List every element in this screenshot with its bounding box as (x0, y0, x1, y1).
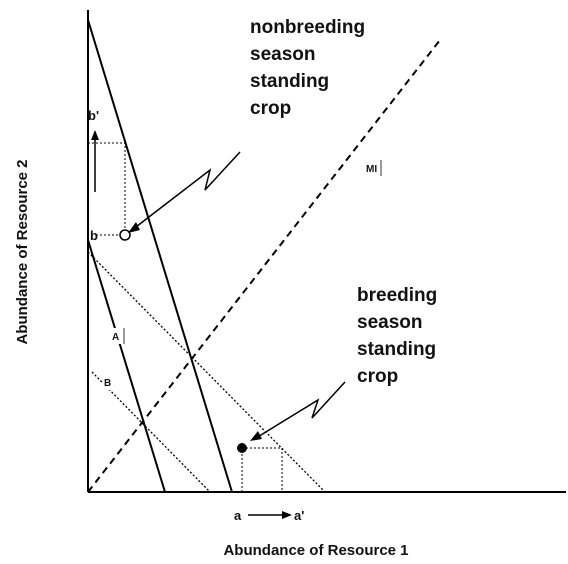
dotted-line-b (91, 371, 211, 493)
arrow (255, 381, 346, 439)
isocline-solid (87, 19, 233, 493)
annotation-line: nonbreeding (250, 17, 365, 38)
annotation-line: breeding (357, 285, 437, 306)
arrowhead (91, 130, 99, 140)
annotation-line: crop (250, 98, 291, 119)
a-prime-marker: a' (294, 508, 304, 523)
mi-label: MI (366, 164, 377, 175)
annotation-line: season (250, 44, 315, 65)
b-marker: b (90, 228, 98, 243)
dotted-box (88, 142, 126, 230)
label-bg (364, 160, 382, 176)
x-axis-label: Abundance of Resource 1 (223, 542, 408, 559)
isocline-a (87, 239, 166, 493)
b-prime-marker: b' (88, 108, 99, 123)
arrowhead (282, 511, 292, 519)
arrow (131, 151, 241, 231)
b-label: B (104, 378, 111, 389)
annotation-line: season (357, 312, 422, 333)
filled-point (237, 443, 247, 453)
dotted-line (87, 251, 326, 493)
a-label: A (112, 332, 119, 343)
annotation-line: standing (357, 339, 436, 360)
a-marker: a (234, 508, 242, 523)
annotation-line: standing (250, 71, 329, 92)
arrowhead (128, 222, 140, 233)
label-bg (102, 374, 116, 390)
y-axis-label: Abundance of Resource 2 (14, 159, 31, 344)
open-point (119, 229, 131, 241)
label-bg (110, 328, 124, 344)
arrowhead (250, 431, 262, 441)
dotted-box (241, 447, 283, 492)
annotation-line: crop (357, 366, 398, 387)
